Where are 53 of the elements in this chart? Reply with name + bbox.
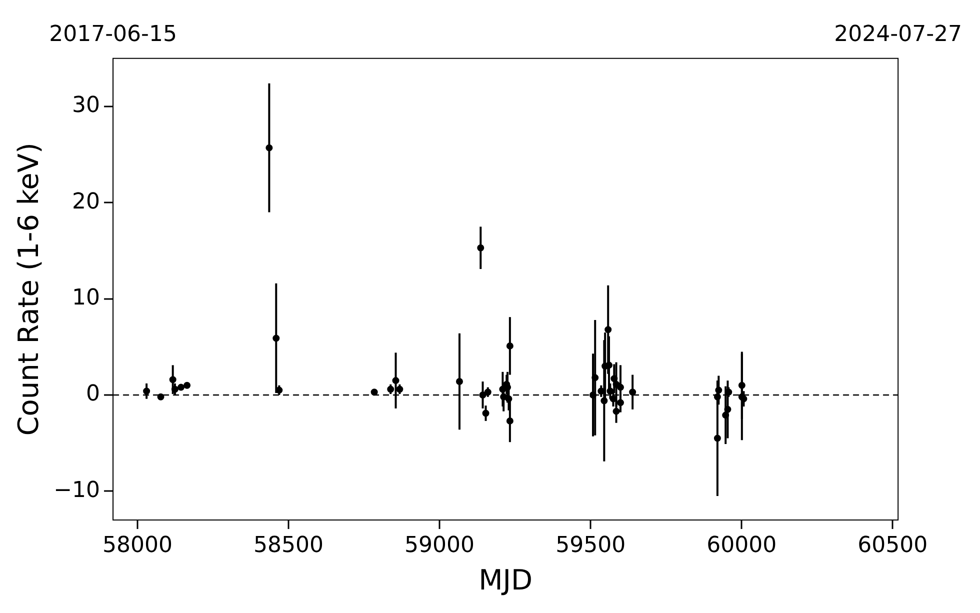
point (157, 393, 164, 400)
point (396, 386, 404, 393)
y-tick-label: 10 (72, 286, 100, 311)
x-axis-title: MJD (478, 563, 533, 596)
point (169, 376, 176, 384)
x-tick-label: 58500 (254, 532, 324, 558)
x-tick-label: 59500 (556, 532, 626, 558)
point (714, 393, 721, 400)
y-axis-title: Count Rate (1-6 keV) (12, 142, 46, 436)
point (177, 384, 184, 391)
point (724, 406, 732, 413)
y-tick-label: 30 (72, 93, 100, 118)
point (612, 408, 620, 415)
point (610, 375, 618, 382)
x-tick-label: 59000 (404, 532, 475, 558)
point (266, 144, 273, 152)
point (392, 377, 400, 384)
point (477, 244, 484, 252)
y-tick-label: 20 (72, 189, 100, 214)
point (606, 362, 613, 369)
point (505, 395, 512, 402)
point (738, 382, 746, 389)
point (629, 388, 636, 396)
point (600, 397, 608, 404)
x2-tick-label: 2024-07-27 (834, 22, 962, 47)
point (482, 410, 490, 417)
x-tick-label: 60000 (706, 532, 777, 558)
point (606, 388, 614, 395)
point (589, 391, 596, 398)
point (604, 326, 612, 334)
point (184, 382, 191, 389)
point (616, 384, 624, 391)
point (484, 388, 492, 396)
point (143, 388, 150, 395)
point (272, 334, 280, 342)
point (616, 399, 624, 406)
point (592, 374, 599, 382)
x-tick-label: 60500 (858, 532, 928, 558)
point (387, 386, 394, 393)
point (171, 386, 178, 393)
x-tick-label: 58000 (102, 532, 172, 558)
point (714, 434, 721, 442)
x2-tick-label: 2017-06-15 (49, 22, 177, 47)
point (479, 391, 486, 398)
point (370, 388, 378, 396)
y-tick-label: −10 (54, 478, 100, 503)
point (715, 386, 722, 394)
y-tick-label: 0 (86, 382, 100, 407)
point (506, 342, 514, 350)
point (456, 378, 463, 386)
point (500, 393, 508, 400)
point (506, 417, 514, 424)
point (722, 412, 730, 419)
